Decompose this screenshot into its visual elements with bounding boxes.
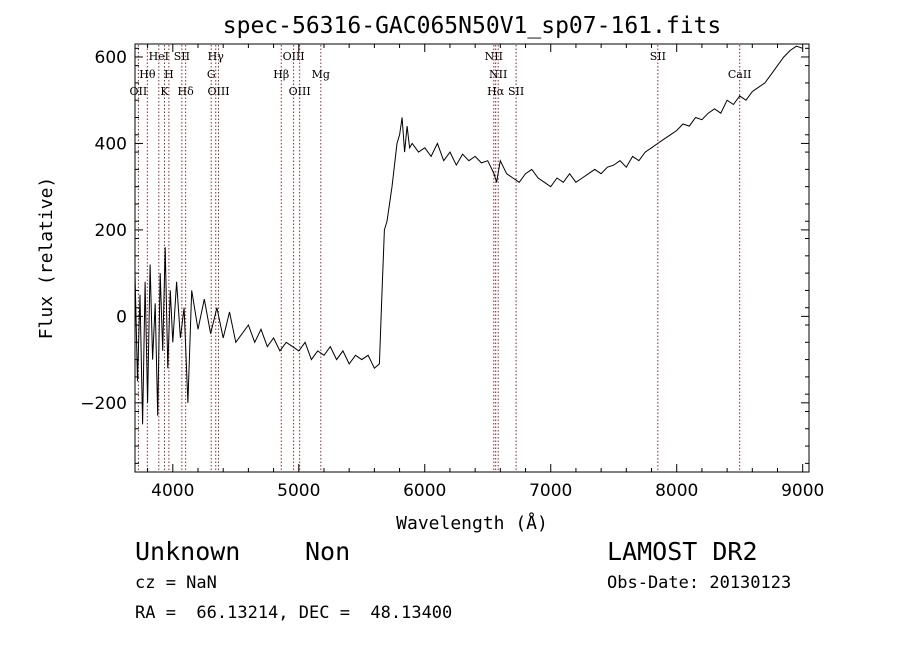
emission-lines-layer: OIIHθHeIKHSIIHδGHγOIIIHβOIIIOIIIMgNIIHαN…	[130, 45, 752, 471]
line-label-14: NII	[485, 50, 503, 63]
line-label-1: Hθ	[139, 68, 156, 81]
object-class: Unknown	[135, 537, 241, 566]
y-tick-label-4: 600	[95, 48, 127, 68]
redshift-cz: cz = NaN	[135, 573, 217, 593]
ra-dec-coordinates: RA = 66.13214, DEC = 48.13400	[135, 603, 453, 623]
x-tick-label-3: 7000	[529, 481, 572, 501]
chart-title: spec-56316-GAC065N50V1_sp07-161.fits	[223, 13, 722, 39]
line-label-13: Mg	[312, 68, 330, 81]
x-tick-label-0: 4000	[151, 481, 194, 501]
line-label-8: Hγ	[208, 50, 225, 63]
object-subclass: Non	[305, 537, 351, 566]
observation-date: Obs-Date: 20130123	[607, 573, 792, 593]
x-tick-label-2: 6000	[403, 481, 446, 501]
line-label-18: SII	[650, 50, 666, 63]
y-tick-label-2: 200	[95, 221, 127, 241]
survey-name: LAMOST DR2	[607, 537, 758, 566]
y-tick-label-1: 0	[116, 307, 127, 327]
line-label-6: Hδ	[178, 85, 195, 98]
y-tick-label-0: −200	[80, 394, 127, 414]
spectrum-series-layer	[134, 45, 803, 425]
line-label-4: H	[164, 68, 174, 81]
line-label-12: OIII	[289, 85, 311, 98]
line-label-9: OIII	[207, 85, 229, 98]
line-label-15: Hα	[487, 85, 505, 98]
line-label-17: SII	[508, 85, 524, 98]
line-label-2: HeI	[149, 50, 169, 63]
line-label-16: NII	[489, 68, 507, 81]
axes-layer: 4000 5000 6000 7000 8000 9000 −200 0 200 400 600	[80, 44, 824, 501]
line-label-0: OII	[130, 85, 148, 98]
y-axis-label: Flux (relative)	[36, 177, 57, 340]
plot-frame	[134, 43, 810, 473]
x-axis-label: Wavelength (Å)	[396, 512, 548, 534]
line-label-3: K	[160, 85, 169, 98]
x-tick-label-5: 9000	[781, 481, 824, 501]
x-tick-label-1: 5000	[277, 481, 320, 501]
y-tick-label-3: 400	[95, 134, 127, 154]
x-tick-label-4: 8000	[655, 481, 698, 501]
line-label-10: Hβ	[273, 68, 289, 81]
line-label-7: G	[207, 68, 216, 81]
line-label-11: OIII	[283, 50, 305, 63]
line-label-5: SII	[174, 50, 190, 63]
line-label-19: CaII	[728, 68, 752, 81]
spectrum-line-0	[134, 45, 803, 425]
